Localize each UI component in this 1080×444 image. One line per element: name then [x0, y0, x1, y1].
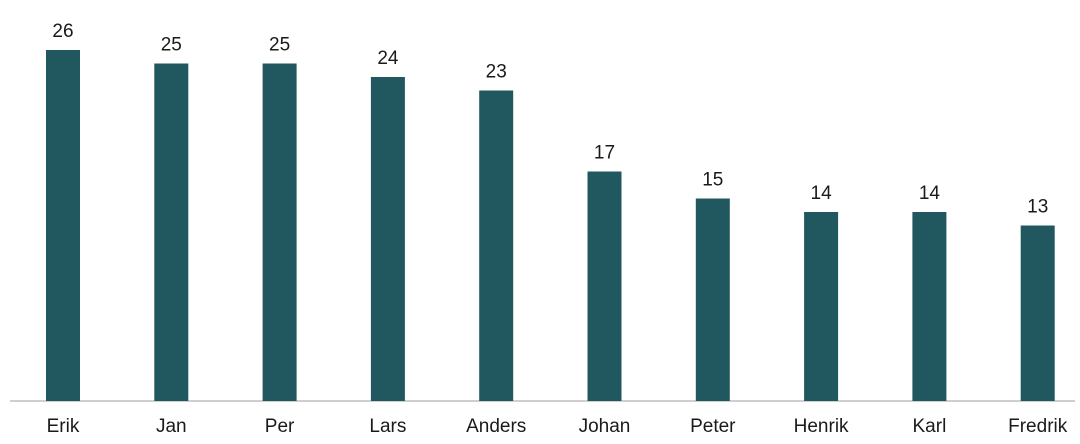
bar-fredrik	[1020, 225, 1055, 401]
bar-karl	[912, 212, 947, 401]
x-tick-label-lars: Lars	[369, 416, 406, 437]
x-tick-label-peter: Peter	[690, 416, 736, 437]
data-label-erik: 26	[52, 21, 73, 42]
x-tick-label-henrik: Henrik	[794, 416, 849, 437]
data-label-karl: 14	[919, 183, 941, 204]
x-tick-label-fredrik: Fredrik	[1008, 416, 1068, 437]
data-label-jan: 25	[161, 35, 182, 56]
bar-jan	[154, 63, 189, 401]
x-tick-label-johan: Johan	[579, 416, 631, 437]
bar-per	[262, 63, 297, 401]
bar-peter	[695, 198, 730, 401]
x-tick-label-per: Per	[265, 416, 295, 437]
data-label-henrik: 14	[811, 183, 833, 204]
x-tick-label-karl: Karl	[913, 416, 947, 437]
bar-henrik	[804, 212, 839, 401]
data-label-peter: 15	[702, 170, 723, 191]
x-tick-label-jan: Jan	[156, 416, 187, 437]
bar-anders	[479, 90, 514, 401]
x-tick-label-anders: Anders	[466, 416, 526, 437]
bar-erik	[46, 50, 80, 401]
data-label-johan: 17	[594, 143, 615, 164]
bar-lars	[370, 77, 405, 401]
bar-johan	[587, 171, 622, 401]
data-label-fredrik: 13	[1027, 197, 1048, 218]
data-label-anders: 23	[486, 62, 507, 83]
x-tick-label-erik: Erik	[47, 416, 80, 437]
data-label-per: 25	[269, 35, 290, 56]
data-label-lars: 24	[377, 48, 399, 69]
